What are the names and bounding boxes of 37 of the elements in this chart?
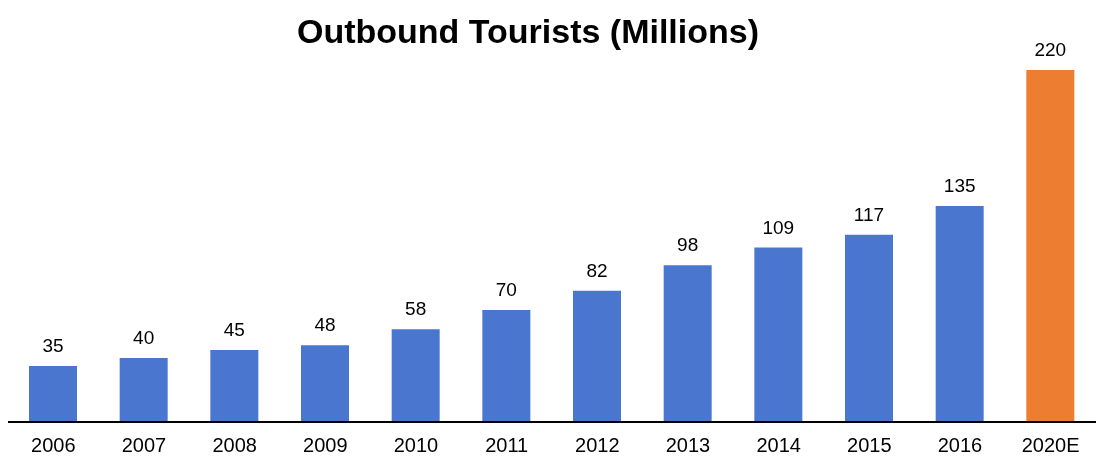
bar: [1026, 70, 1075, 422]
data-label: 35: [42, 335, 64, 356]
x-tick-label: 2020E: [1021, 434, 1080, 457]
data-label: 117: [853, 203, 885, 225]
data-label: 98: [677, 234, 699, 256]
x-tick-label: 2009: [303, 434, 348, 457]
x-tick-label: 2010: [393, 434, 439, 457]
data-label: 45: [223, 319, 245, 340]
data-label: 135: [943, 175, 976, 196]
data-label: 48: [314, 314, 336, 336]
data-label: 58: [405, 298, 427, 320]
data-label: 220: [1034, 39, 1067, 60]
x-tick-label: 2011: [485, 434, 529, 457]
data-label: 70: [495, 279, 517, 300]
bar: [391, 329, 440, 422]
bar: [210, 350, 259, 422]
x-tick-label: 2016: [937, 434, 983, 457]
data-label: 82: [586, 259, 608, 281]
x-tick-label: 2008: [212, 434, 257, 457]
x-tick-label: 2013: [665, 434, 711, 457]
bar: [119, 358, 168, 422]
x-tick-label: 2014: [756, 434, 801, 457]
bar: [301, 345, 349, 422]
x-tick-label: 2012: [575, 434, 620, 457]
data-label: 40: [133, 327, 155, 348]
x-tick-label: 2007: [121, 434, 167, 457]
bar: [573, 290, 621, 422]
x-tick-label: 2015: [847, 434, 892, 457]
chart-title: Outbound Tourists (Millions): [296, 12, 760, 50]
bar: [29, 366, 77, 422]
bar: [935, 206, 984, 422]
bar: [754, 247, 803, 422]
data-label: 109: [762, 216, 795, 238]
bar: [845, 234, 893, 422]
x-tick-label: 2006: [31, 434, 76, 457]
bar: [482, 310, 531, 422]
bar: [663, 265, 712, 422]
